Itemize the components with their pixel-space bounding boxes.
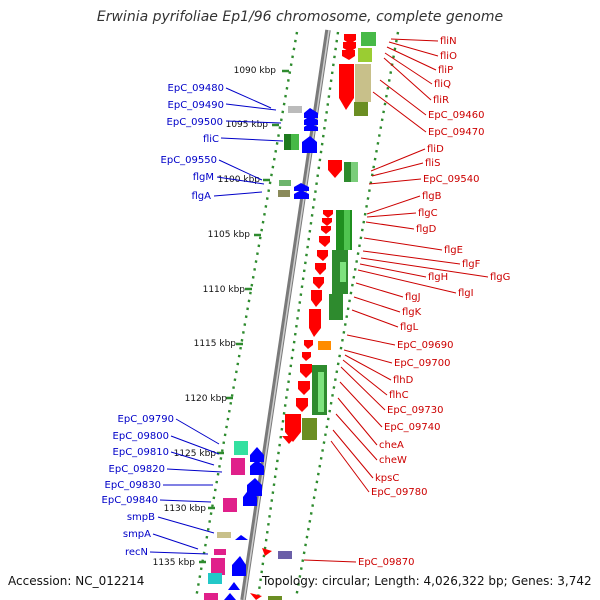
gene-label: flgA — [192, 191, 212, 202]
gene-label: flgM — [193, 172, 214, 183]
gene-label: flhD — [393, 375, 414, 386]
gene-label: flgG — [490, 272, 510, 283]
inner-right-track — [256, 31, 340, 599]
gene-label: EpC_09550 — [161, 155, 217, 166]
gene-label: EpC_09490 — [168, 100, 224, 111]
scale-label: 1095 kbp — [226, 120, 269, 130]
gene-label: EpC_09810 — [113, 447, 169, 458]
gene-label: flhC — [389, 390, 409, 401]
forward-genes — [204, 106, 318, 600]
gene-label: flgH — [428, 272, 448, 283]
scale-label: 1110 kbp — [203, 285, 246, 295]
flagellar-arrow-column — [309, 210, 333, 337]
left-gene-labels: EpC_09480 EpC_09490 EpC_09500 fliC EpC_0… — [102, 83, 224, 558]
gene-label: flgK — [402, 307, 422, 318]
gene-label: EpC_09840 — [102, 495, 158, 506]
gene-label: flgE — [444, 245, 463, 256]
gene-label: kpsC — [375, 473, 399, 484]
gene-label: fliS — [425, 158, 440, 169]
gene-label: EpC_09870 — [358, 557, 414, 568]
gene-label: flgF — [462, 259, 481, 270]
reverse-genes — [250, 32, 376, 600]
gene-label: EpC_09730 — [387, 405, 443, 416]
gene-label: fliN — [440, 36, 457, 47]
gene-label: fliQ — [434, 79, 451, 90]
gene-label: EpC_09830 — [105, 480, 161, 491]
gene-label: EpC_09780 — [371, 487, 427, 498]
gene-label: flgL — [400, 322, 419, 333]
gene-label: smpB — [127, 512, 155, 523]
gene-label: cheW — [379, 455, 407, 466]
gene-label: EpC_09700 — [394, 358, 450, 369]
gene-label: recN — [125, 547, 148, 558]
gene-label: flgJ — [405, 292, 421, 303]
gene-label: fliD — [427, 144, 444, 155]
right-gene-labels: fliN fliO fliP fliQ fliR EpC_09460 EpC_0… — [358, 36, 510, 568]
gene-label: fliR — [433, 95, 449, 106]
gene-label: cheA — [379, 440, 404, 451]
gene-label: EpC_09790 — [118, 414, 174, 425]
ruler-ticks — [199, 69, 289, 564]
gene-label: EpC_09800 — [113, 431, 169, 442]
gene-label: EpC_09500 — [167, 117, 223, 128]
gene-label: EpC_09820 — [109, 464, 165, 475]
scale-label: 1135 kbp — [153, 558, 196, 568]
scale-label: 1115 kbp — [194, 339, 237, 349]
accession-label: Accession: NC_012214 — [8, 574, 145, 588]
left-leader-lines — [149, 87, 284, 555]
right-leader-lines — [303, 38, 489, 563]
gene-label: flgI — [458, 288, 474, 299]
map-title: Erwinia pyrifoliae Ep1/96 chromosome, co… — [96, 9, 504, 25]
gene-label: flgD — [416, 224, 437, 235]
gene-label: fliC — [203, 134, 219, 145]
gene-label: smpA — [123, 529, 151, 540]
gene-label: fliP — [438, 65, 453, 76]
scale-label: 1120 kbp — [185, 394, 228, 404]
gene-label: EpC_09740 — [384, 422, 440, 433]
scale-label: 1090 kbp — [234, 66, 277, 76]
gene-label: EpC_09460 — [428, 110, 484, 121]
scale-label: 1125 kbp — [174, 449, 217, 459]
gene-label: EpC_09470 — [428, 127, 484, 138]
gene-label: EpC_09690 — [397, 340, 453, 351]
gene-label: flgB — [422, 191, 442, 202]
topology-label: Topology: circular; Length: 4,026,322 bp… — [262, 574, 592, 588]
gene-label: fliO — [440, 51, 457, 62]
scale-label: 1105 kbp — [208, 230, 251, 240]
gene-label: flgC — [418, 208, 438, 219]
scale-label: 1130 kbp — [164, 504, 207, 514]
gene-label: EpC_09480 — [168, 83, 224, 94]
gene-label: EpC_09540 — [423, 174, 479, 185]
